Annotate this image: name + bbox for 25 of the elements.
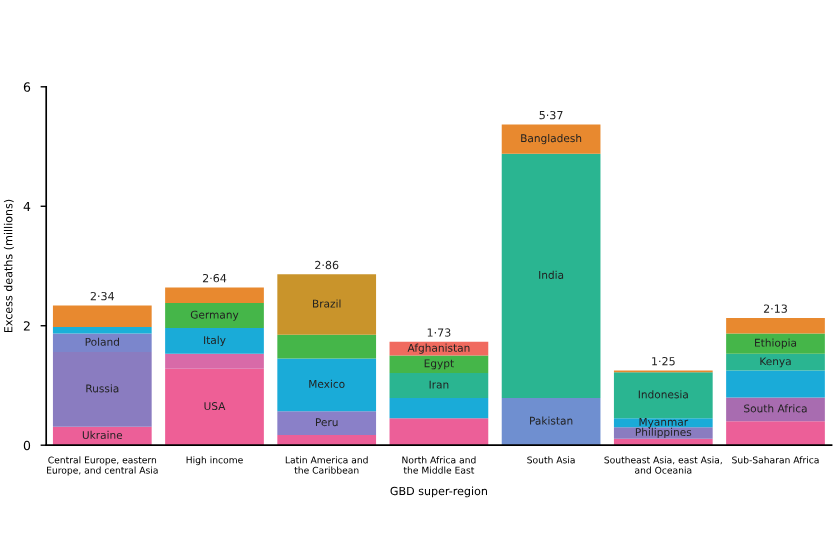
bar — [389, 418, 489, 446]
bar — [389, 372, 489, 399]
bar — [726, 317, 825, 334]
bar — [726, 353, 825, 371]
bar — [52, 305, 152, 327]
bar — [501, 153, 601, 399]
bar — [726, 370, 825, 398]
bar — [726, 397, 825, 422]
bar — [52, 326, 152, 334]
bar — [165, 353, 264, 369]
bar — [165, 303, 264, 329]
bar — [726, 421, 825, 446]
bar — [613, 372, 713, 419]
bar — [277, 274, 377, 335]
bar — [277, 411, 377, 436]
bar — [52, 333, 152, 353]
bar — [165, 287, 264, 304]
bar — [277, 334, 377, 359]
bar — [501, 398, 601, 446]
bar — [277, 358, 377, 412]
bar — [165, 328, 264, 354]
bar — [165, 368, 264, 446]
bar — [389, 355, 489, 373]
bar — [613, 427, 713, 439]
bar — [52, 352, 152, 427]
